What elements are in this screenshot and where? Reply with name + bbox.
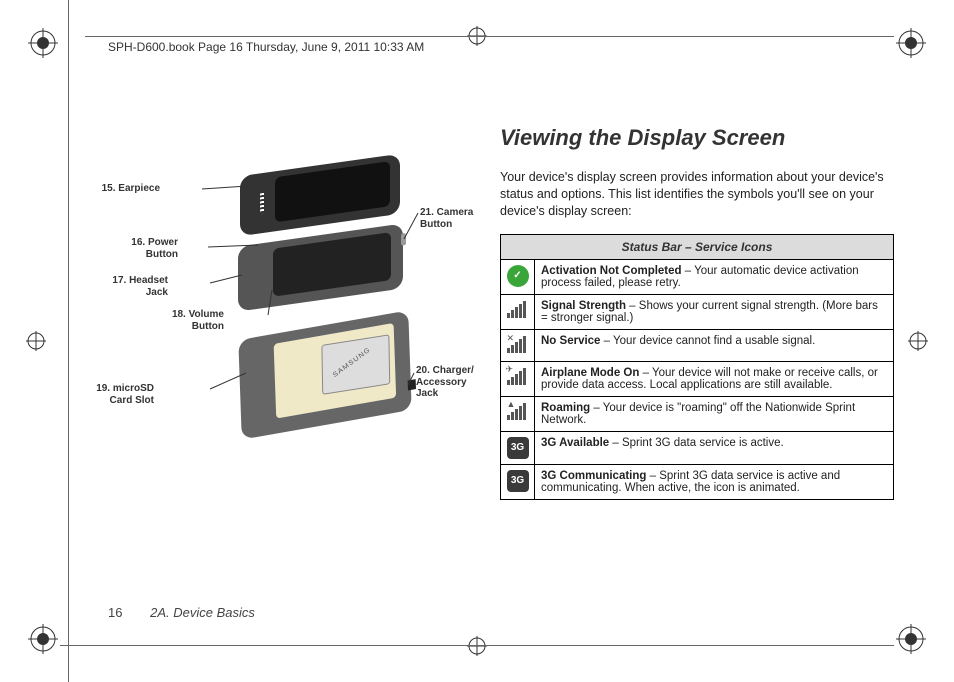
diagram-column: 15. Earpiece 16. PowerButton 17. HeadsetJa… [90, 125, 470, 505]
text-column: Viewing the Display Screen Your device's… [500, 125, 894, 505]
table-row: Signal Strength – Shows your current sig… [501, 294, 894, 329]
status-desc: Roaming – Your device is "roaming" off t… [535, 396, 894, 431]
table-row: ▲Roaming – Your device is "roaming" off … [501, 396, 894, 431]
callout-power: 16. PowerButton [108, 237, 178, 260]
callout-earpiece: 15. Earpiece [90, 183, 160, 195]
status-icon: 3G [501, 464, 535, 499]
section-name: 2A. Device Basics [150, 605, 255, 620]
callout-headset: 17. HeadsetJack [98, 275, 168, 298]
table-row: ✓Activation Not Completed – Your automat… [501, 259, 894, 294]
status-desc: 3G Available – Sprint 3G data service is… [535, 431, 894, 464]
status-icon [501, 294, 535, 329]
crop-hline-top [85, 36, 894, 37]
cropmark-bottom [467, 636, 487, 656]
cropmark-left [26, 331, 46, 351]
status-desc: Activation Not Completed – Your automati… [535, 259, 894, 294]
crop-hline-bot [60, 645, 894, 646]
table-header: Status Bar – Service Icons [501, 234, 894, 259]
phone-view-top [240, 154, 400, 236]
page-number: 16 [108, 605, 122, 620]
status-icons-table: Status Bar – Service Icons ✓Activation N… [500, 234, 894, 500]
section-title: Viewing the Display Screen [500, 125, 894, 151]
regmark-tr [896, 28, 926, 58]
callout-charger: 20. Charger/Accessory Jack [416, 365, 486, 400]
page-content: 15. Earpiece 16. PowerButton 17. HeadsetJa… [90, 125, 894, 505]
table-row: 3G3G Communicating – Sprint 3G data serv… [501, 464, 894, 499]
status-icon: ✕ [501, 329, 535, 361]
status-desc: Airplane Mode On – Your device will not … [535, 361, 894, 396]
regmark-br [896, 624, 926, 654]
regmark-bl [28, 624, 58, 654]
table-row: ✕No Service – Your device cannot find a … [501, 329, 894, 361]
status-icon: ✓ [501, 259, 535, 294]
callout-microsd: 19. microSDCard Slot [84, 383, 154, 406]
status-desc: 3G Communicating – Sprint 3G data servic… [535, 464, 894, 499]
crop-vline [68, 0, 69, 682]
page-header: SPH-D600.book Page 16 Thursday, June 9, … [108, 40, 424, 54]
callout-camera: 21. CameraButton [420, 207, 490, 230]
phone-view-mid [238, 223, 403, 311]
status-icon: 3G [501, 431, 535, 464]
status-desc: Signal Strength – Shows your current sig… [535, 294, 894, 329]
table-row: ✈Airplane Mode On – Your device will not… [501, 361, 894, 396]
regmark-tl [28, 28, 58, 58]
callout-volume: 18. VolumeButton [154, 309, 224, 332]
device-diagram: 15. Earpiece 16. PowerButton 17. HeadsetJa… [90, 155, 450, 505]
table-row: 3G3G Available – Sprint 3G data service … [501, 431, 894, 464]
status-desc: No Service – Your device cannot find a u… [535, 329, 894, 361]
status-icon: ✈ [501, 361, 535, 396]
page-footer: 16 2A. Device Basics [108, 605, 255, 620]
phone-view-back [238, 310, 411, 439]
cropmark-right [908, 331, 928, 351]
section-intro: Your device's display screen provides in… [500, 169, 894, 220]
status-icon: ▲ [501, 396, 535, 431]
